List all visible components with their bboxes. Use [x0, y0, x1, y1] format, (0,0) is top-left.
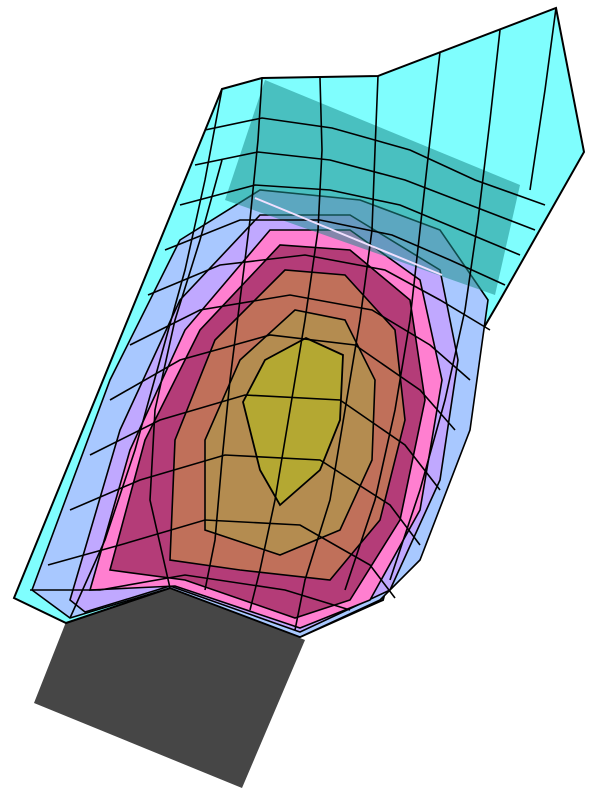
band-overlay: [225, 80, 520, 295]
mesh-highlight: [254, 197, 443, 276]
base-block: [34, 586, 305, 788]
core-zone: [242, 336, 344, 507]
mesh-lines: [30, 7, 557, 631]
